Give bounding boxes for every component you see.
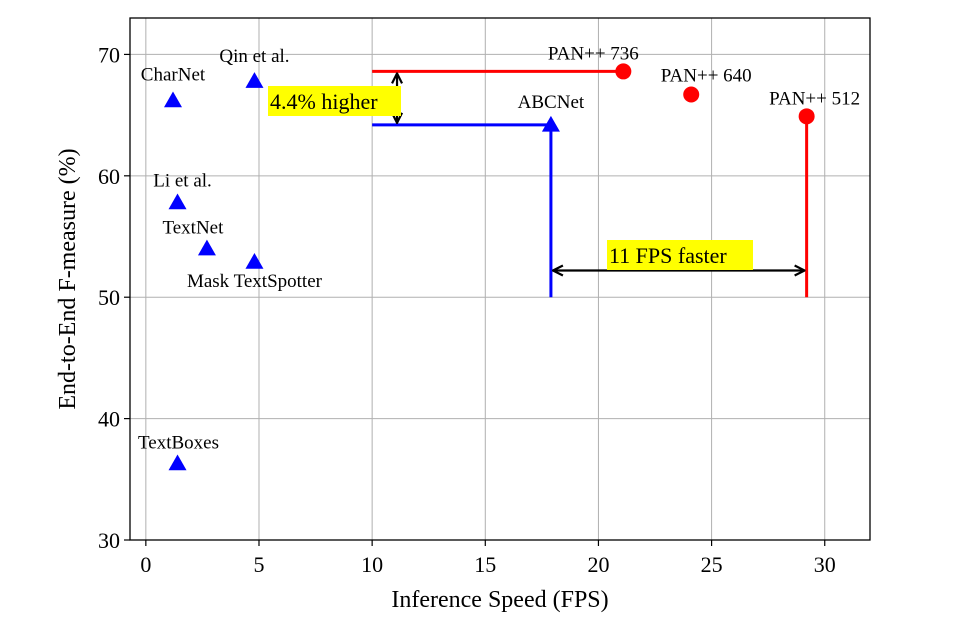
point-pan-512 (798, 108, 815, 125)
label-li-et-al: Li et al. (153, 171, 212, 192)
axis-ticks: 0 5 10 15 20 25 30 30 40 50 60 70 (98, 42, 836, 577)
x-tick-label: 20 (587, 552, 609, 577)
x-tick-label: 10 (361, 552, 383, 577)
y-axis-title: End-to-End F-measure (%) (55, 148, 81, 409)
y-tick-label: 50 (98, 285, 120, 310)
higher-highlight (268, 86, 401, 116)
label-pan-512: PAN++ 512 (769, 88, 860, 109)
x-tick-label: 0 (140, 552, 151, 577)
label-abcnet: ABCNet (518, 92, 585, 113)
plot-frame (129, 17, 871, 541)
label-textboxes: TextBoxes (138, 433, 219, 454)
label-charnet: CharNet (141, 65, 206, 86)
abcnet-guide-line (372, 123, 553, 298)
x-tick-label: 5 (253, 552, 264, 577)
faster-annotation-label: 11 FPS faster (609, 243, 727, 268)
data-points: CharNet Qin et al. Li et al. TextNet Mask Te… (138, 43, 860, 471)
point-li-et-al (168, 193, 187, 210)
label-pan-640: PAN++ 640 (661, 65, 752, 86)
y-tick-label: 30 (98, 528, 120, 553)
point-qin-et-al (245, 72, 264, 88)
annotations: 4.4% higher 11 FPS faster (268, 73, 805, 270)
point-charnet (163, 91, 182, 108)
label-textnet: TextNet (162, 218, 224, 239)
x-tick-label: 30 (814, 552, 836, 577)
label-qin-et-al: Qin et al. (219, 46, 289, 67)
label-mask-textspotter: Mask TextSpotter (187, 271, 323, 292)
point-pan-640 (683, 86, 700, 103)
point-abcnet (541, 115, 560, 132)
x-axis-title: Inference Speed (FPS) (391, 587, 608, 613)
point-textnet (197, 239, 216, 256)
x-tick-label: 15 (474, 552, 496, 577)
y-tick-label: 60 (98, 164, 120, 189)
y-tick-label: 40 (98, 407, 120, 432)
higher-annotation-label: 4.4% higher (270, 89, 378, 114)
point-mask-textspotter (245, 253, 264, 269)
point-pan-736 (615, 63, 632, 80)
label-pan-736: PAN++ 736 (548, 43, 639, 64)
y-tick-label: 70 (98, 42, 120, 67)
x-tick-label: 25 (701, 552, 723, 577)
point-textboxes (168, 454, 187, 471)
faster-highlight (607, 240, 753, 270)
